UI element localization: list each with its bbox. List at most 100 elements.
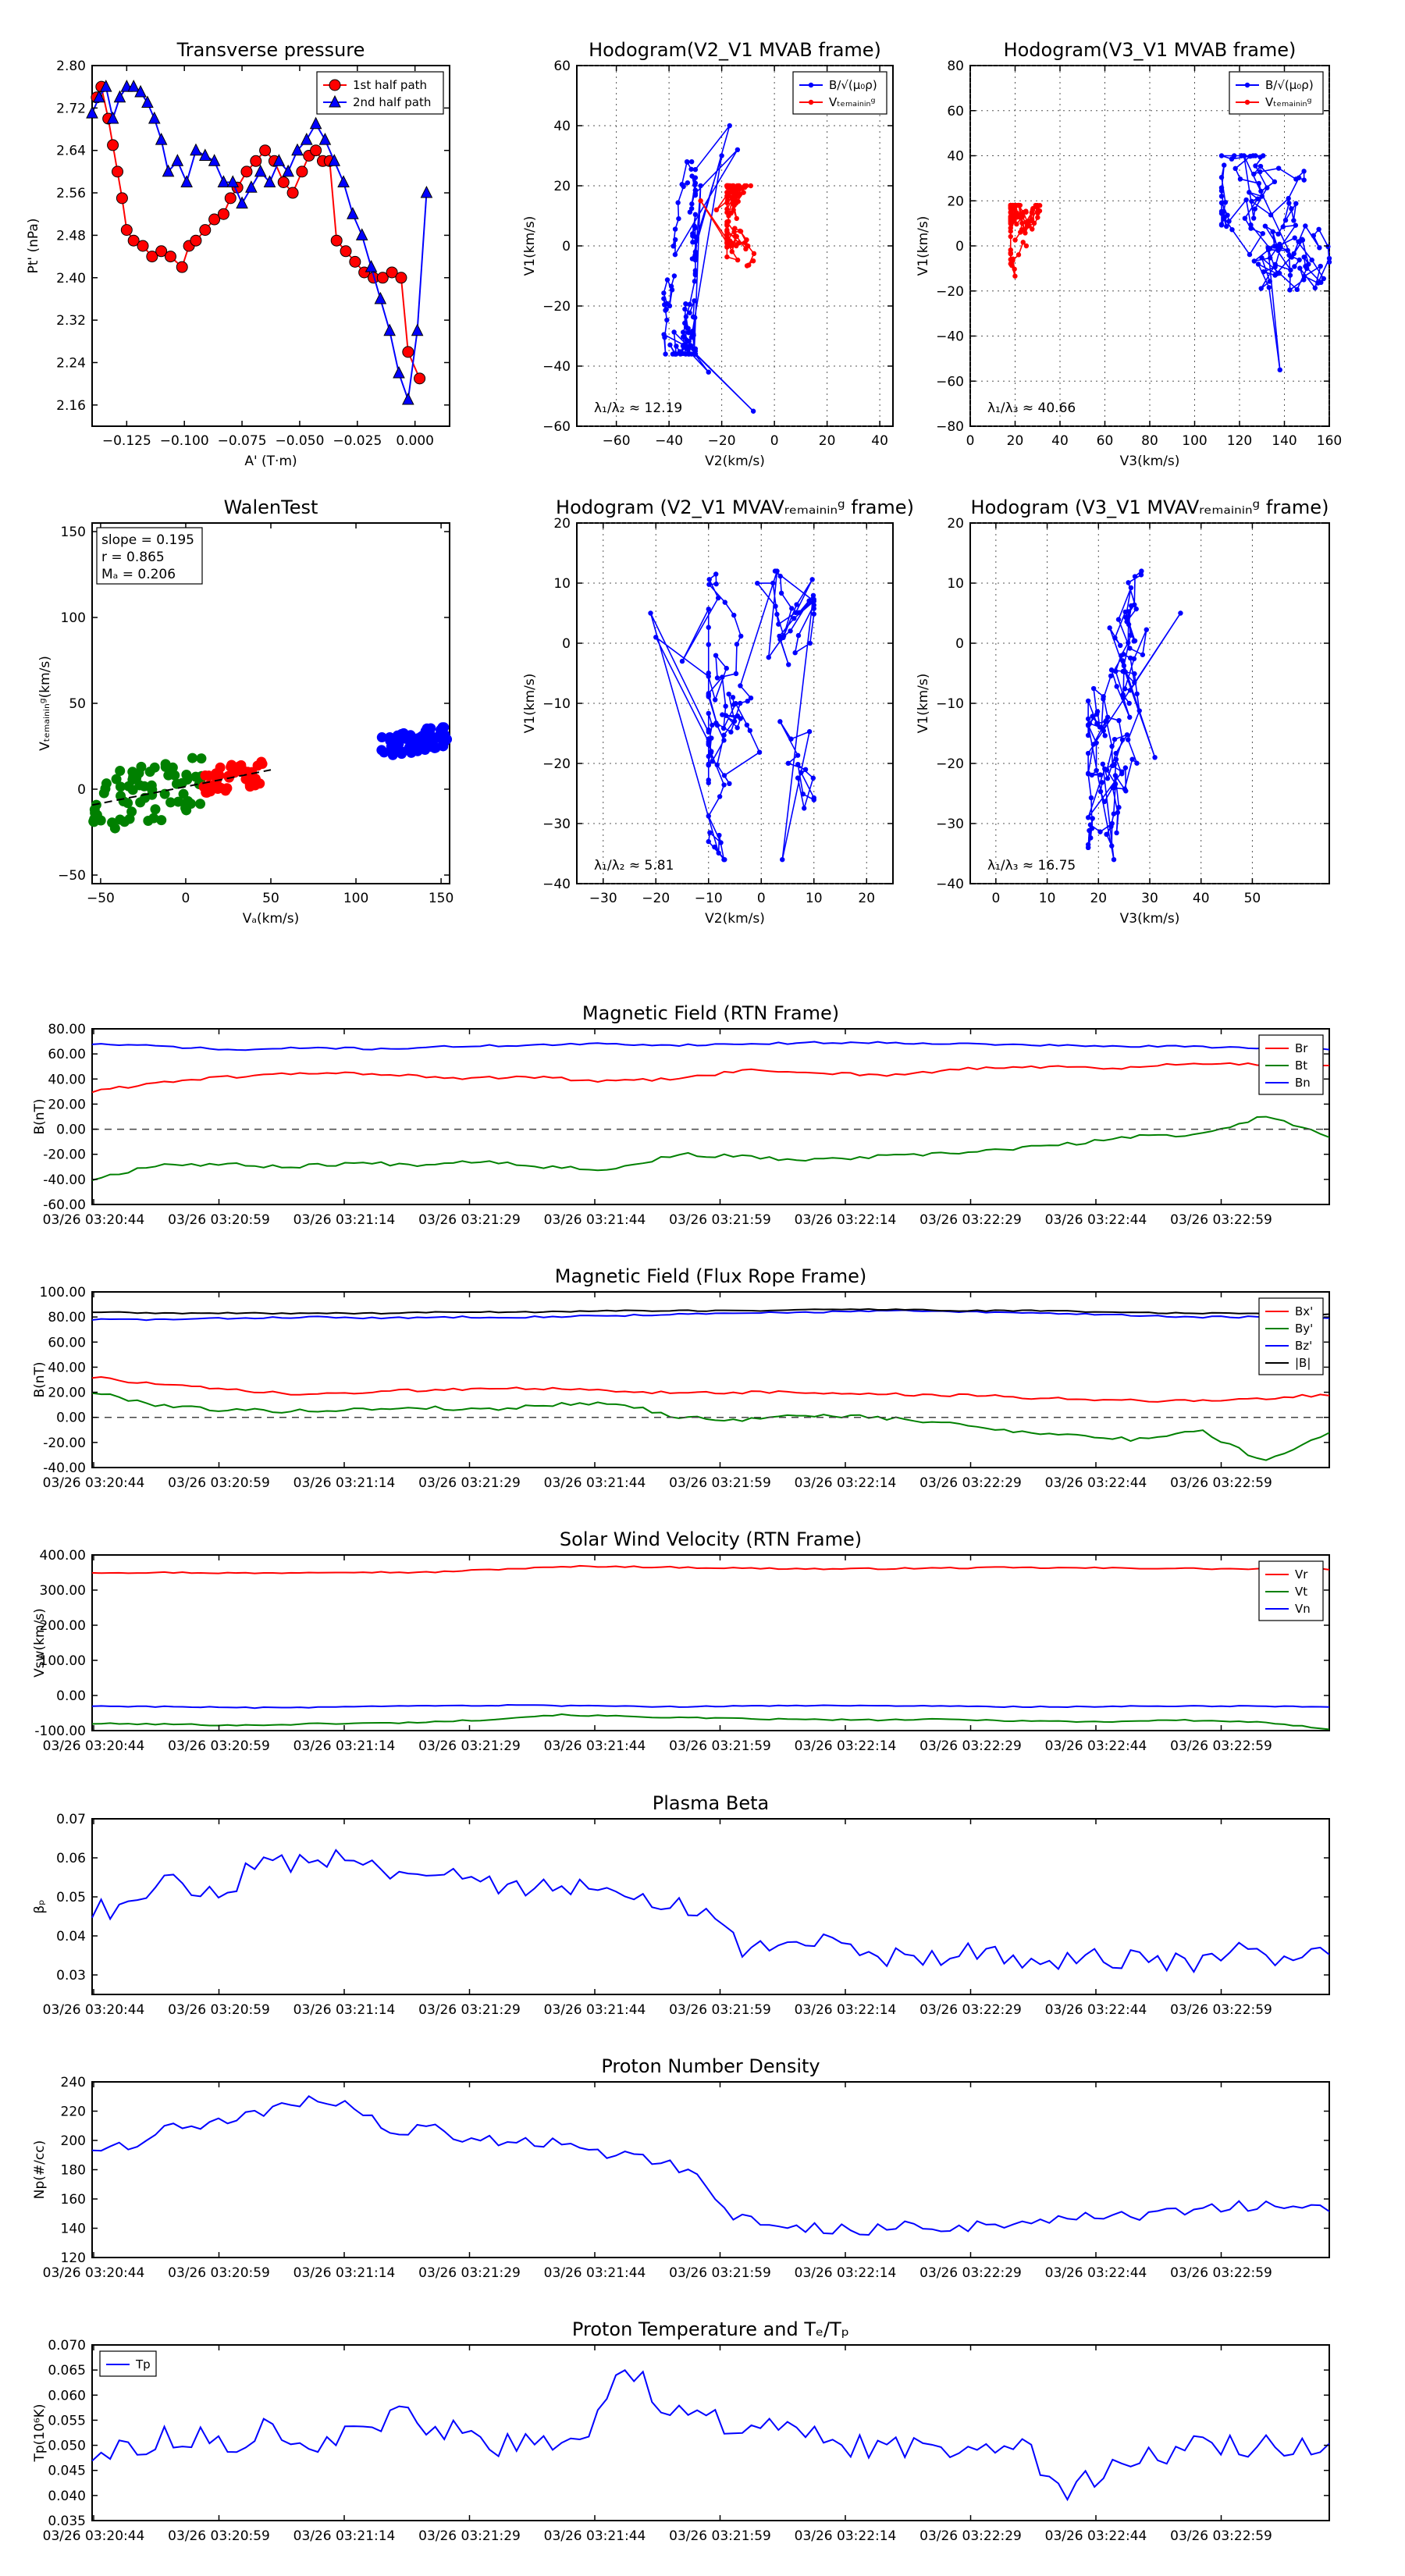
data-point [383, 323, 396, 336]
data-point [670, 244, 676, 249]
time-tick-label: 03/26 03:21:44 [544, 1475, 646, 1491]
data-point [720, 674, 725, 680]
data-point [420, 185, 433, 198]
data-point [1144, 627, 1149, 632]
y-tick-label: 2.16 [56, 398, 86, 414]
data-point [1112, 773, 1119, 778]
data-point [1107, 625, 1112, 631]
data-point [724, 206, 730, 212]
data-point [254, 164, 267, 177]
data-point [721, 738, 727, 743]
y-tick-label: 80.00 [48, 1022, 86, 1037]
data-point [1288, 267, 1293, 273]
data-point [742, 240, 748, 246]
data-point [1114, 684, 1119, 689]
data-point [1028, 218, 1034, 223]
y-axis-label: B(nT) [32, 1098, 48, 1134]
y-tick-label: 20 [947, 516, 964, 532]
data-point [734, 642, 740, 647]
data-point [796, 610, 802, 615]
data-point [1009, 208, 1015, 213]
data-point [259, 144, 272, 157]
data-point [1127, 655, 1133, 661]
legend: B/√(μ₀ρ) Vₜₑₘₐᵢₙᵢₙᵍ [1229, 71, 1324, 115]
x-tick-label: −40 [655, 433, 683, 449]
data-point [1104, 831, 1109, 838]
y-tick-label: 60 [553, 59, 571, 74]
data-point [719, 153, 724, 158]
walen-point [123, 798, 133, 809]
time-tick-label: 03/26 03:21:44 [544, 2265, 646, 2281]
data-point [1134, 691, 1140, 697]
data-point [1109, 843, 1115, 849]
data-point [774, 611, 780, 617]
data-point [1085, 722, 1091, 728]
data-point [713, 571, 719, 577]
y-tick-label: 0.07 [56, 1812, 86, 1827]
legend-marker [1244, 82, 1250, 88]
data-point [141, 95, 154, 109]
time-tick-label: 03/26 03:22:44 [1045, 1212, 1147, 1228]
data-point [706, 624, 711, 630]
time-tick-label: 03/26 03:22:44 [1045, 2002, 1147, 2018]
data-point [1088, 835, 1094, 841]
data-point [1134, 760, 1140, 766]
y-tick-label: 10 [553, 576, 571, 592]
legend-marker [329, 79, 341, 91]
data-point [1090, 816, 1095, 821]
walen-point [107, 817, 118, 828]
data-point [710, 759, 715, 764]
data-point [811, 596, 816, 603]
x-tick-label: 20 [1090, 891, 1107, 906]
x-tick-label: 100 [1182, 433, 1207, 449]
plasma-beta-panel: Plasma Beta 0.03 0.04 0.05 0.06 0.07 βₚ 03/26 0… [32, 1792, 1330, 2018]
data-point [1116, 717, 1122, 724]
legend-marker [329, 94, 341, 108]
walen-point [171, 778, 182, 789]
data-point [795, 632, 802, 639]
walen-point [160, 759, 171, 770]
time-tick-label: 03/26 03:22:29 [919, 2528, 1022, 2544]
stats-line: slope = 0.195 [101, 532, 194, 548]
x-axis-label: V2(km/s) [705, 911, 765, 927]
x-tick-label: 20 [858, 891, 875, 906]
y-tick-label: −20 [542, 299, 571, 315]
walen-point [111, 774, 122, 785]
data-point [731, 702, 737, 707]
data-point [1085, 716, 1091, 722]
data-point [713, 581, 719, 587]
data-point [731, 718, 738, 724]
data-point [1008, 233, 1013, 240]
data-point [1008, 225, 1013, 231]
legend-label: Vₜₑₘₐᵢₙᵢₙᵍ [1265, 95, 1312, 109]
legend-marker [808, 82, 814, 88]
data-point [1251, 258, 1257, 264]
y-tick-label: −30 [936, 817, 964, 832]
series-By-line [91, 1392, 1330, 1461]
y-tick-label: 200.00 [40, 1618, 86, 1634]
stats-line: r = 0.865 [101, 550, 165, 565]
data-point [1124, 732, 1130, 738]
data-point [714, 675, 720, 681]
data-point [1085, 698, 1091, 704]
data-point [688, 330, 695, 336]
data-point [756, 749, 763, 755]
proton-temperature-title: Proton Temperature and Tₑ/Tₚ [572, 2318, 849, 2340]
data-point [1016, 202, 1022, 208]
hodogram-v3-mvav-panel: Hodogram (V3_V1 MVAVᵣₑₘₐᵢₙᵢₙᵍ frame) −40 −… [916, 496, 1330, 927]
data-point [1129, 756, 1135, 762]
y-axis-label: Tp(10⁶K) [32, 2403, 48, 2462]
data-point [349, 255, 361, 268]
data-point [272, 154, 286, 166]
walen-point [397, 749, 407, 760]
data-point [1122, 669, 1128, 675]
data-point [1218, 222, 1225, 227]
y-tick-label: 10 [947, 576, 964, 592]
walen-point [143, 816, 154, 827]
x-axis-label: V3(km/s) [1120, 454, 1180, 469]
data-point [1099, 780, 1105, 785]
walen-test-panel: WalenTest −50 0 50 100 150 Vₜₑₘₐᵢₙᵢₙᵍ(km/s) −50… [37, 496, 454, 927]
data-point [688, 166, 694, 172]
x-axis-label: V3(km/s) [1120, 911, 1180, 927]
data-point [776, 621, 781, 627]
